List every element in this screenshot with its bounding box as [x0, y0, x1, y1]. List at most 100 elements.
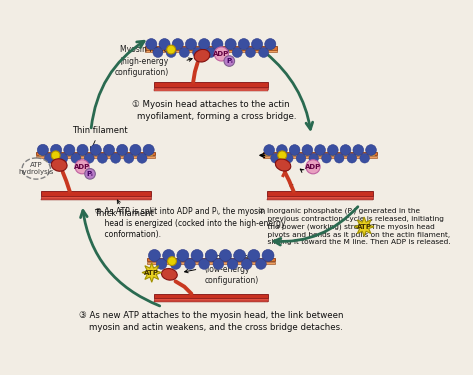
Circle shape	[166, 45, 175, 54]
Circle shape	[306, 160, 320, 174]
Circle shape	[227, 259, 238, 269]
Circle shape	[206, 48, 216, 57]
Circle shape	[245, 48, 255, 57]
Bar	[263, 156, 377, 158]
Circle shape	[167, 257, 176, 265]
Text: Myosin head
(low-energy
configuration): Myosin head (low-energy configuration)	[205, 254, 259, 285]
Text: ④ As ATP is split into ADP and Pᵢ, the myosin
    head is energized (cocked into: ④ As ATP is split into ADP and Pᵢ, the m…	[96, 207, 286, 239]
Text: ATP: ATP	[357, 224, 372, 230]
Circle shape	[193, 48, 202, 57]
Circle shape	[64, 144, 75, 156]
Circle shape	[334, 153, 344, 163]
Circle shape	[322, 153, 331, 163]
Circle shape	[104, 144, 114, 156]
Ellipse shape	[161, 268, 177, 280]
Text: ADP: ADP	[74, 164, 90, 170]
Text: ATP
hydrolysis: ATP hydrolysis	[18, 162, 54, 175]
Bar	[154, 298, 268, 301]
Circle shape	[347, 153, 357, 163]
Circle shape	[37, 144, 48, 156]
Circle shape	[153, 48, 163, 57]
Polygon shape	[354, 217, 374, 236]
Circle shape	[296, 153, 306, 163]
Bar	[154, 294, 268, 298]
Circle shape	[248, 249, 260, 261]
Circle shape	[159, 39, 170, 50]
Bar	[267, 192, 373, 196]
Circle shape	[259, 48, 269, 57]
Circle shape	[185, 39, 196, 50]
Text: ADP: ADP	[213, 51, 229, 57]
Bar	[154, 89, 268, 90]
Circle shape	[117, 144, 128, 156]
Circle shape	[212, 39, 223, 50]
Ellipse shape	[275, 159, 291, 171]
Circle shape	[224, 56, 235, 66]
Circle shape	[75, 160, 89, 174]
Circle shape	[241, 259, 252, 269]
Circle shape	[51, 151, 60, 160]
Circle shape	[191, 249, 203, 261]
Circle shape	[90, 144, 101, 156]
Circle shape	[264, 145, 274, 155]
Circle shape	[214, 47, 228, 61]
Bar	[147, 261, 275, 264]
Ellipse shape	[194, 50, 210, 62]
Circle shape	[289, 145, 300, 155]
Circle shape	[252, 39, 263, 50]
Circle shape	[184, 259, 195, 269]
Circle shape	[177, 249, 189, 261]
Text: Thick filament: Thick filament	[95, 200, 154, 218]
Circle shape	[327, 145, 338, 155]
Circle shape	[97, 153, 107, 163]
Circle shape	[255, 259, 266, 269]
Bar	[41, 196, 151, 198]
Text: ATP: ATP	[144, 270, 159, 276]
Circle shape	[124, 153, 134, 163]
Circle shape	[232, 48, 242, 57]
Circle shape	[179, 48, 189, 57]
Bar	[267, 198, 373, 200]
Circle shape	[234, 249, 245, 261]
Bar	[41, 198, 151, 200]
Circle shape	[213, 259, 224, 269]
Circle shape	[137, 153, 147, 163]
Text: Pᵢ: Pᵢ	[87, 171, 93, 177]
Circle shape	[277, 145, 287, 155]
Circle shape	[143, 144, 154, 156]
Circle shape	[199, 259, 210, 269]
Polygon shape	[142, 263, 161, 282]
Text: ③ As new ATP attaches to the myosin head, the link between
    myosin and actin : ③ As new ATP attaches to the myosin head…	[79, 311, 343, 332]
Circle shape	[84, 153, 94, 163]
Bar	[36, 152, 155, 156]
Circle shape	[366, 145, 377, 155]
Bar	[154, 301, 268, 302]
Circle shape	[146, 39, 157, 50]
Circle shape	[130, 144, 141, 156]
Circle shape	[199, 39, 210, 50]
Circle shape	[340, 145, 351, 155]
Circle shape	[353, 145, 364, 155]
Circle shape	[170, 259, 181, 269]
Circle shape	[302, 145, 313, 155]
Bar	[267, 196, 373, 198]
Circle shape	[360, 153, 369, 163]
Text: ADP: ADP	[305, 164, 321, 170]
Circle shape	[172, 39, 184, 50]
Circle shape	[166, 48, 176, 57]
Circle shape	[205, 249, 217, 261]
Circle shape	[309, 153, 318, 163]
Circle shape	[225, 39, 236, 50]
Text: ② Inorganic phosphate (Pᵢ) generated in the
    previous contraction cycle is re: ② Inorganic phosphate (Pᵢ) generated in …	[258, 207, 451, 245]
Bar	[263, 152, 377, 156]
Circle shape	[283, 153, 293, 163]
Text: Thin filament: Thin filament	[72, 126, 128, 150]
Bar	[36, 156, 155, 158]
Circle shape	[163, 249, 175, 261]
Bar	[147, 258, 275, 261]
Circle shape	[58, 153, 68, 163]
Circle shape	[51, 144, 61, 156]
Bar	[41, 192, 151, 196]
Circle shape	[149, 249, 160, 261]
Circle shape	[262, 249, 274, 261]
